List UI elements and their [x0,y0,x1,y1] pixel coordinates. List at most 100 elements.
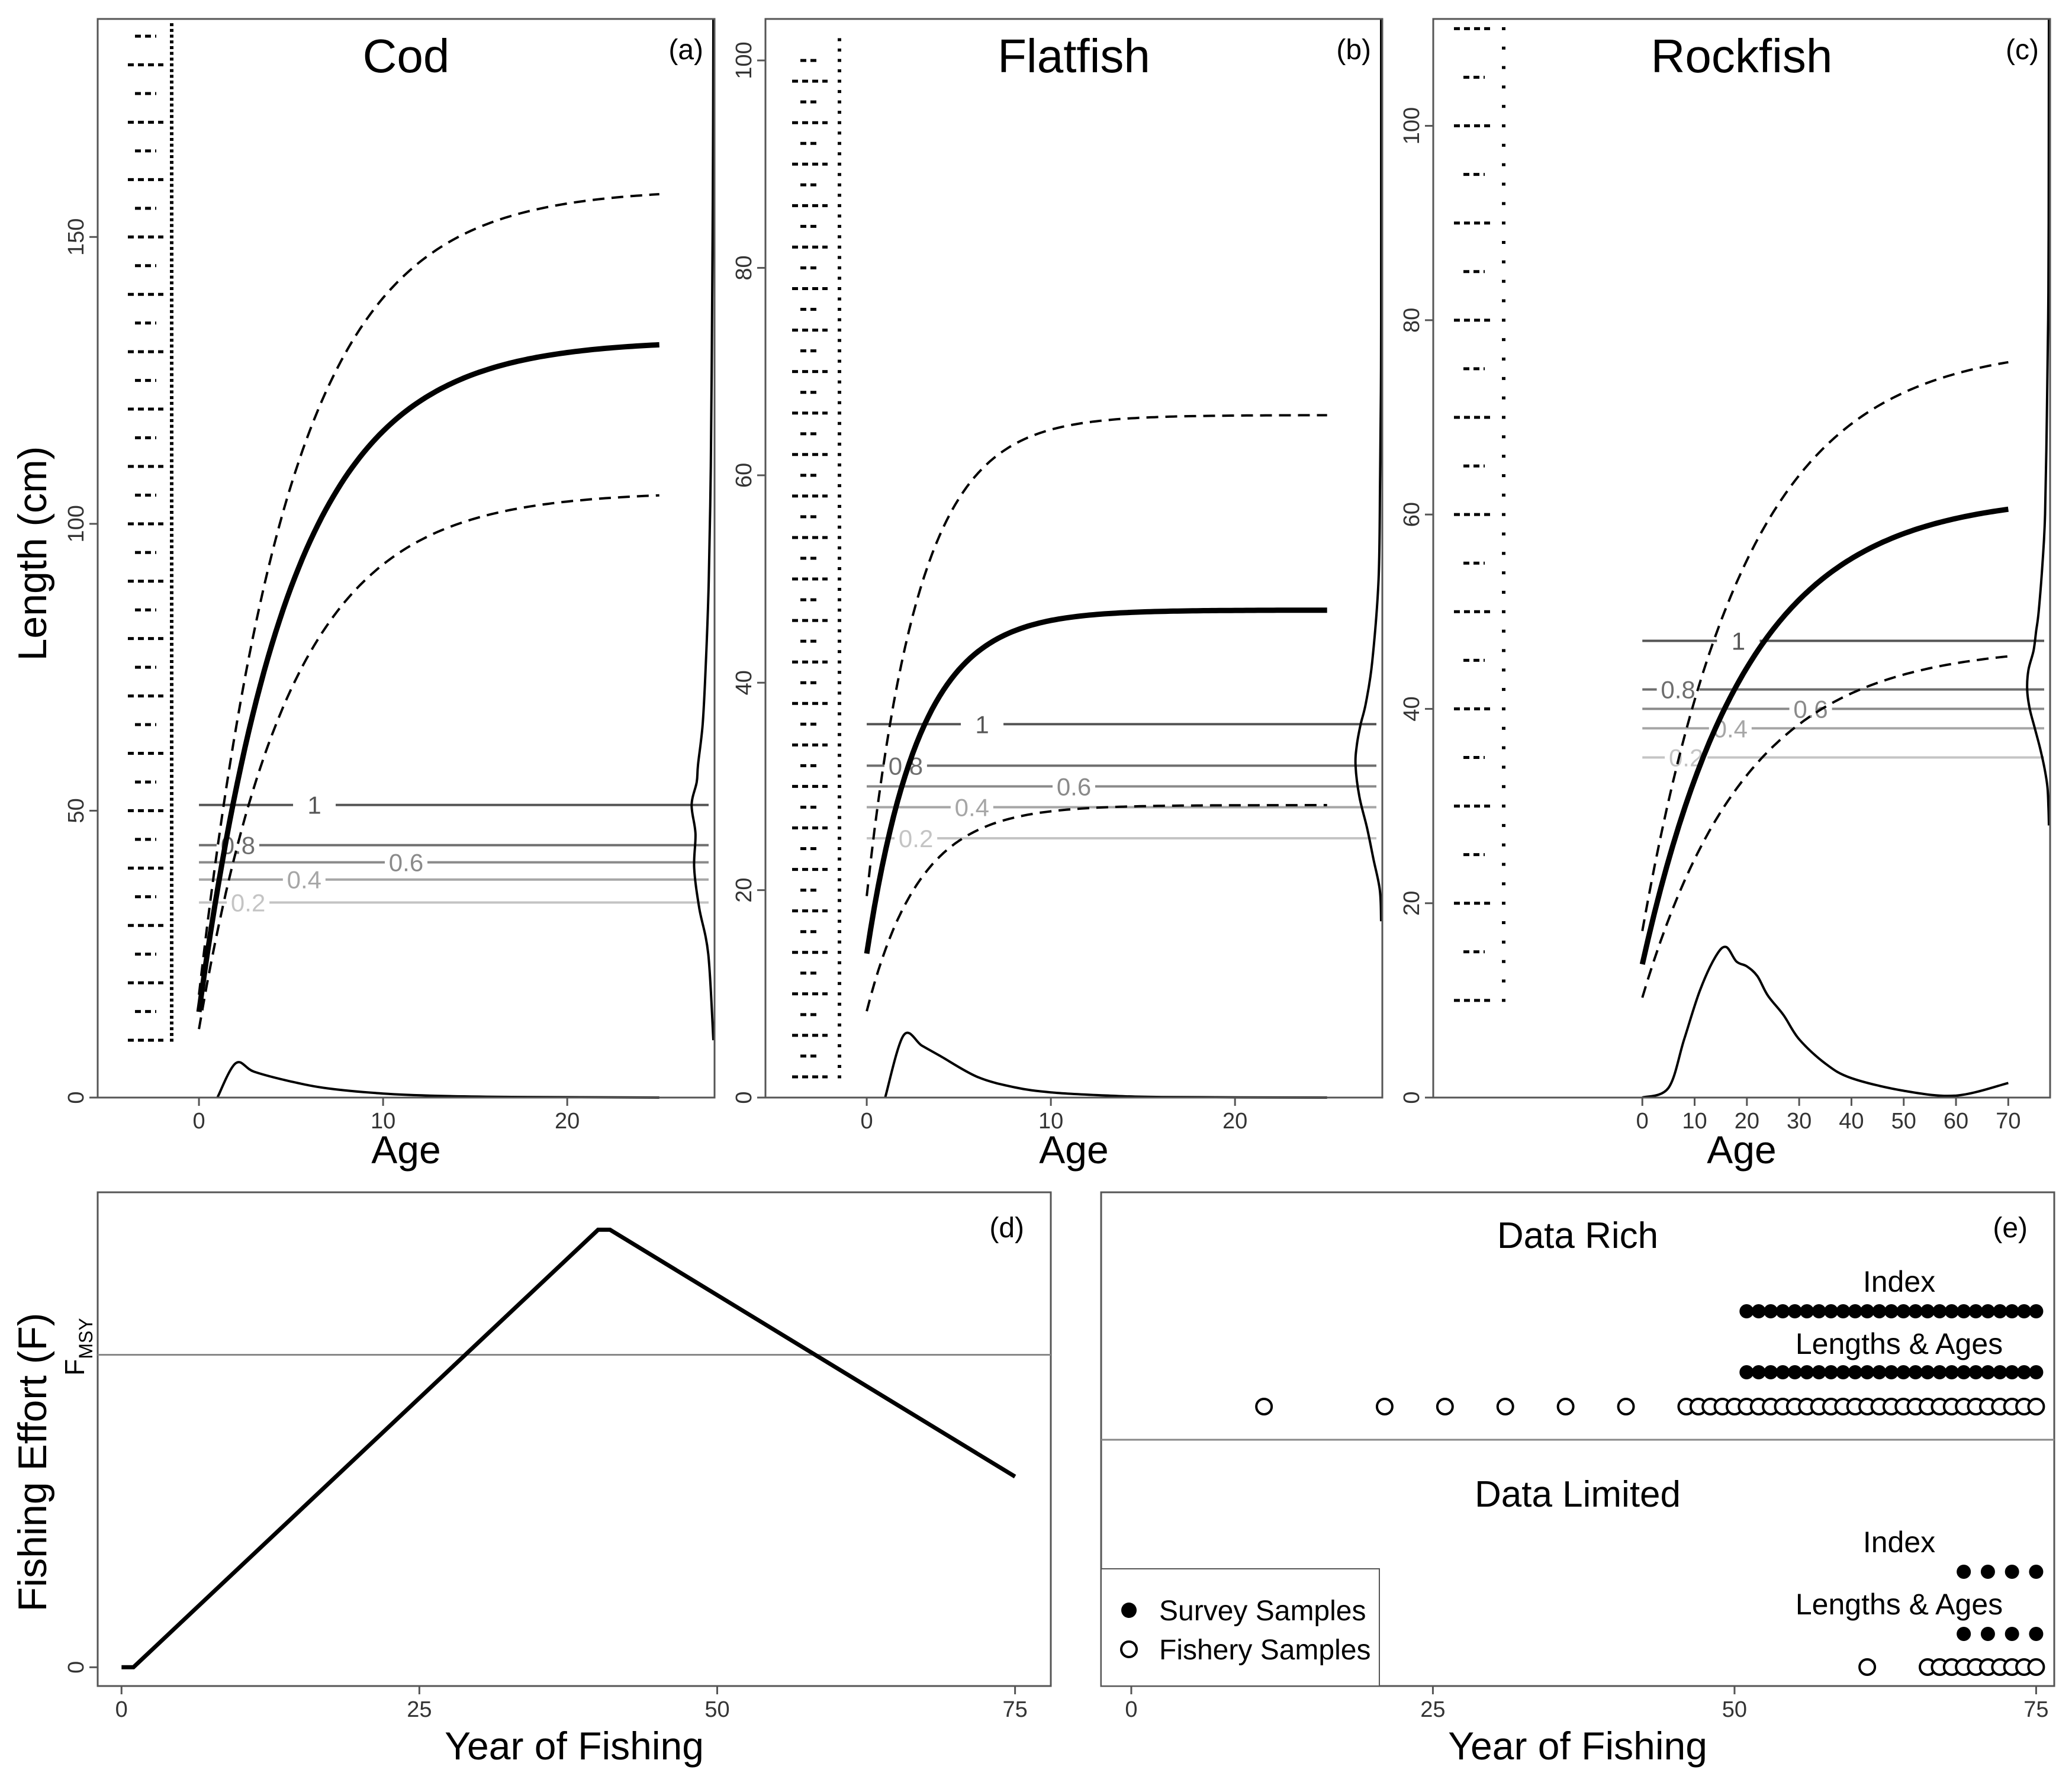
flatfish-survey-bin-mark [838,173,841,176]
survey-index-point [1993,1304,2007,1318]
flatfish-survey-bin-mark [838,162,841,166]
survey-index-point [2017,1304,2032,1318]
legend-box [1101,1568,1380,1687]
effort-x-ticks: 0 25 50 75 [115,1686,1028,1722]
cod-survey-bin-mark [170,109,173,112]
flatfish-survey-bin-mark [838,121,841,124]
rockfish-survey-bin-mark [1502,882,1505,886]
survey-index-point [1812,1304,1826,1318]
flatfish-survey-bin-mark [838,411,841,415]
survey-length-point [1775,1365,1790,1379]
cod-survey-bin-mark [170,235,173,239]
cod-survey-bin-mark [170,103,173,107]
flatfish-y-tick-label: 20 [732,877,757,902]
flatfish-survey-bin-mark [838,567,841,571]
effort-y-zero-label: 0 [64,1661,89,1674]
survey-index-point [1739,1304,1754,1318]
cod-survey-bin-mark [170,333,173,336]
flatfish-y-tick-label: 60 [732,463,757,488]
cod-survey-bin-mark [170,608,173,612]
cod-survey-bin-mark [170,866,173,870]
flatfish-survey-bin-mark [838,722,841,726]
cod-survey-bin-mark [170,339,173,342]
survey-index-point [1836,1304,1851,1318]
cod-survey-bin-mark [170,1021,173,1025]
rockfish-survey-bin-mark [1502,668,1505,672]
cod-x-tick-label: 10 [371,1109,395,1134]
cod-x-ticks: 0 10 20 [193,1098,580,1134]
cod-survey-bin-mark [170,160,173,164]
cod-fishery-bins [128,34,163,1042]
flatfish-survey-bin-mark [838,774,841,778]
survey-length-point [1751,1365,1766,1379]
cod-survey-bin-mark [170,424,173,428]
rockfish-lower-growth-curve [1641,655,2009,998]
rockfish-x-tick-label: 50 [1891,1109,1916,1134]
cod-survey-bin-mark [170,292,173,296]
cod-survey-bin-mark [170,631,173,635]
flatfish-survey-bin-mark [838,266,841,269]
sampling-x-tick-label: 0 [1125,1697,1137,1722]
effort-x-tick-label: 50 [704,1697,729,1722]
flatfish-survey-bins [838,38,841,1079]
survey-index-point [1860,1304,1875,1318]
survey-length-point [2005,1627,2019,1641]
rockfish-x-tick-label: 60 [1944,1109,1968,1134]
flatfish-survey-bin-mark [838,909,841,913]
rockfish-frame [1432,18,2051,1099]
cod-survey-bin-mark [170,620,173,623]
cod-y-tick-label: 150 [64,218,89,256]
cod-survey-bin-mark [170,471,173,474]
flatfish-survey-bin-mark [838,556,841,560]
cod-survey-bin-mark [170,900,173,904]
fishery-sample-point [1255,1398,1273,1415]
flatfish-y-tick-label: 100 [732,41,757,79]
cod-survey-bin-mark [170,706,173,709]
cod-survey-bin-mark [170,69,173,72]
cod-survey-bin-mark [170,269,173,273]
rockfish-y-tick-label: 40 [1399,696,1424,721]
flatfish-survey-bin-mark [838,919,841,923]
rockfish-survey-bin-mark [1502,105,1505,108]
cod-survey-bin-mark [170,568,173,571]
flatfish-survey-bin-mark [838,339,841,342]
cod-survey-bin-mark [170,935,173,939]
cod-survey-bin-mark [170,1032,173,1036]
rockfish-upper-growth-curve [1641,361,2009,931]
flatfish-survey-bin-mark [838,515,841,519]
cod-survey-bin-mark [170,792,173,795]
cod-survey-bin-mark [170,665,173,669]
cod-survey-bin-mark [170,213,173,216]
cod-survey-bin-mark [170,539,173,543]
survey-length-point [1980,1627,1995,1641]
cod-survey-bin-mark [170,815,173,818]
survey-index-point [2029,1565,2044,1579]
survey-length-point [1739,1365,1754,1379]
rockfish-survey-bin-mark [1502,590,1505,594]
cod-survey-bin-mark [170,947,173,950]
cod-survey-bin-mark [170,987,173,990]
fishery-sample-point [2027,1658,2045,1676]
cod-survey-bin-mark [170,712,173,715]
rockfish-survey-bin-mark [1502,552,1505,555]
effort-frame [96,1191,1052,1687]
flatfish-survey-bin-mark [838,546,841,549]
flatfish-survey-bin-mark [838,619,841,622]
cod-survey-bins [170,23,173,1042]
flatfish-survey-bin-mark [838,183,841,186]
flatfish-survey-bin-mark [838,982,841,985]
flatfish-survey-bin-mark [838,100,841,104]
cod-survey-bin-mark [170,574,173,577]
flatfish-survey-bin-mark [838,474,841,477]
survey-length-point [1932,1365,1947,1379]
cod-survey-bin-mark [170,126,173,130]
cod-survey-bin-mark [170,224,173,227]
cod-survey-bin-mark [170,838,173,841]
rockfish-survey-bin-mark [1502,396,1505,400]
effort-fmsy-label-subscript: MSY [75,1318,96,1359]
flatfish-title: Flatfish [998,30,1150,82]
rockfish-survey-bins [1502,27,1505,1002]
flatfish-survey-bin-mark [838,111,841,114]
cod-survey-bin-mark [170,373,173,377]
flatfish-survey-bin-mark [838,577,841,581]
